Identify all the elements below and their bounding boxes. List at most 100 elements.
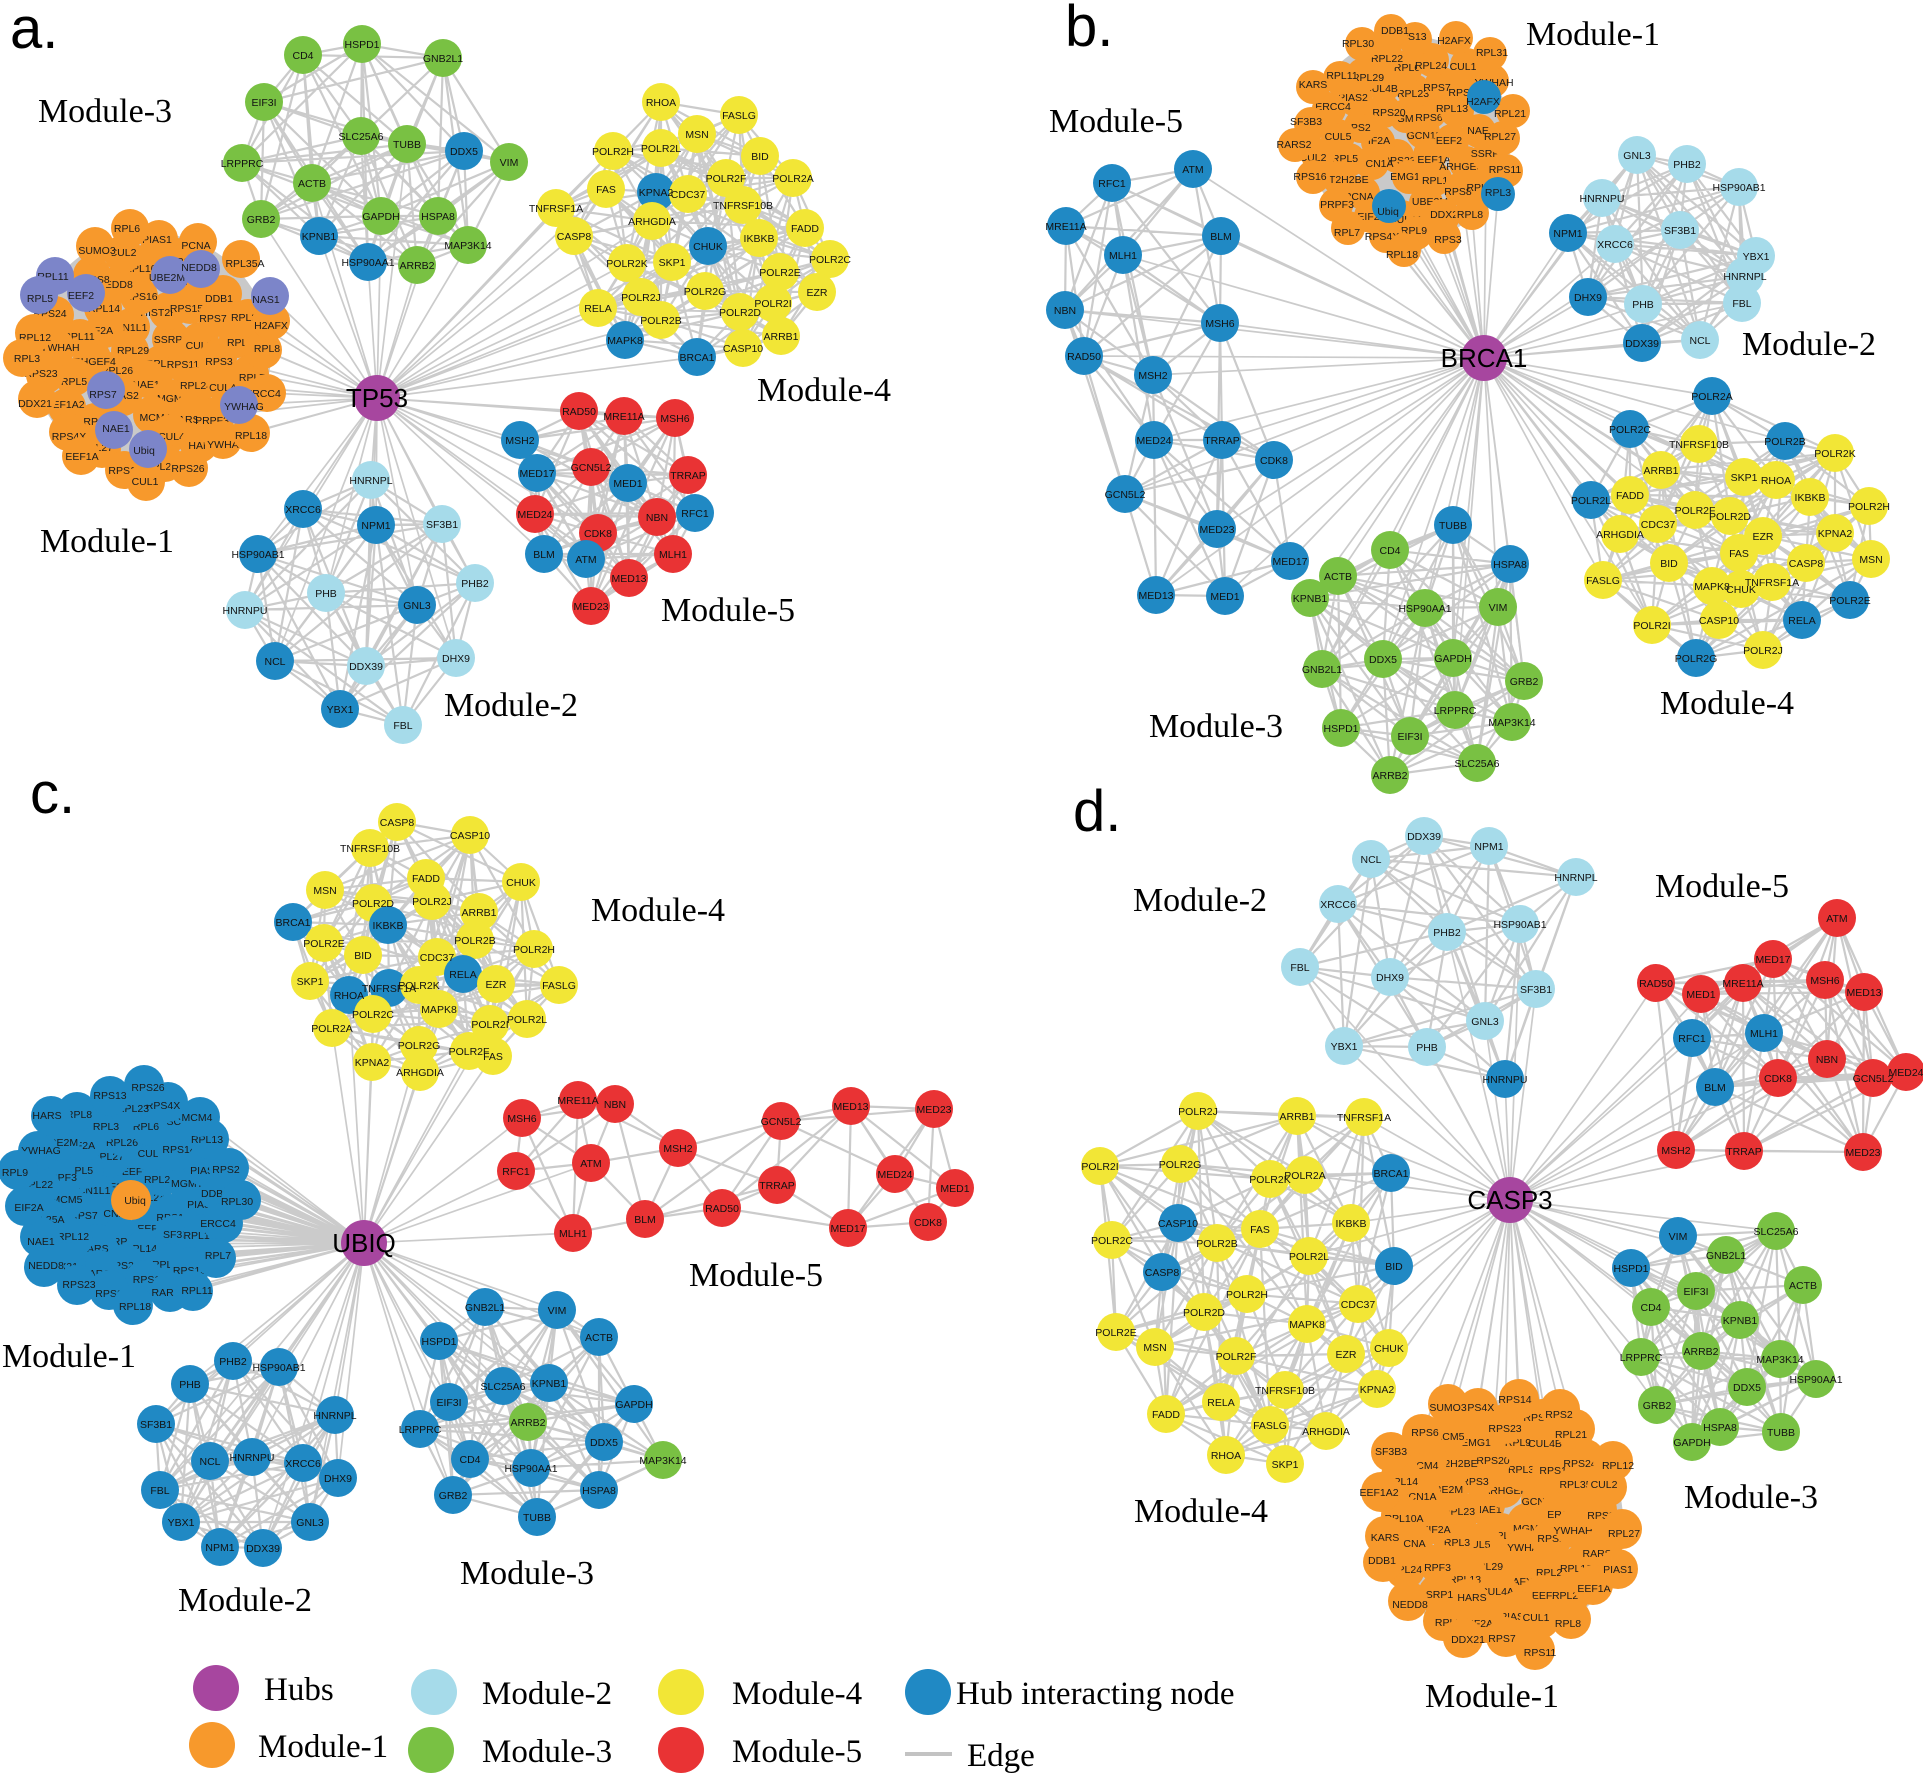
svg-text:VIM: VIM: [1489, 602, 1508, 614]
svg-text:NBN: NBN: [604, 1099, 626, 1111]
svg-text:CDC37: CDC37: [420, 952, 455, 964]
svg-text:CDK8: CDK8: [1764, 1073, 1792, 1085]
svg-text:RPL6: RPL6: [1394, 62, 1420, 74]
svg-text:NAE1: NAE1: [1474, 1504, 1502, 1516]
svg-text:ARRB1: ARRB1: [1643, 465, 1678, 477]
svg-text:YWHAG: YWHAG: [21, 1145, 61, 1157]
svg-text:CDC37: CDC37: [671, 189, 706, 201]
svg-text:RPL11: RPL11: [1326, 70, 1357, 82]
svg-text:Module-5: Module-5: [689, 1257, 823, 1294]
svg-text:GNB2L1: GNB2L1: [465, 1302, 505, 1314]
svg-text:SLC25A6: SLC25A6: [339, 131, 384, 143]
svg-text:POLR2J: POLR2J: [1178, 1106, 1218, 1118]
svg-text:SF3B1: SF3B1: [426, 519, 458, 531]
svg-text:SCN1A: SCN1A: [1358, 158, 1393, 170]
svg-text:NBN: NBN: [1054, 305, 1076, 317]
svg-text:ARRB1: ARRB1: [1279, 1111, 1314, 1123]
svg-text:CASP10: CASP10: [1699, 615, 1739, 627]
svg-text:ACTB: ACTB: [1789, 1280, 1817, 1292]
svg-text:POLR2K: POLR2K: [1249, 1174, 1290, 1186]
svg-text:UBE2M: UBE2M: [149, 272, 185, 284]
svg-text:DDX39: DDX39: [1625, 338, 1659, 350]
svg-text:FADD: FADD: [412, 873, 440, 885]
svg-text:MED23: MED23: [916, 1104, 951, 1116]
svg-text:BLM: BLM: [1210, 231, 1232, 243]
svg-text:RPL12: RPL12: [57, 1231, 89, 1243]
svg-text:NBN: NBN: [646, 512, 668, 524]
svg-text:POLR2G: POLR2G: [1675, 653, 1718, 665]
svg-text:FBL: FBL: [1732, 298, 1751, 310]
svg-text:CDK8: CDK8: [1260, 455, 1288, 467]
svg-text:TUBB: TUBB: [1439, 520, 1467, 532]
svg-text:POLR2D: POLR2D: [719, 307, 761, 319]
svg-text:CASP8: CASP8: [557, 231, 592, 243]
svg-text:RPL5: RPL5: [27, 293, 53, 305]
svg-text:DDB1: DDB1: [1368, 1555, 1396, 1567]
svg-text:NAE1: NAE1: [27, 1236, 55, 1248]
svg-text:HSPD1: HSPD1: [421, 1336, 456, 1348]
svg-text:RPL18: RPL18: [235, 430, 267, 442]
svg-text:RPL3: RPL3: [93, 1121, 119, 1133]
svg-text:PHB2: PHB2: [1673, 159, 1701, 171]
svg-text:BLM: BLM: [634, 1214, 656, 1226]
svg-text:HNRNPU: HNRNPU: [223, 605, 268, 617]
svg-text:MSH6: MSH6: [507, 1113, 536, 1125]
svg-text:GRB2: GRB2: [247, 214, 276, 226]
svg-text:LRPPRC: LRPPRC: [1434, 705, 1477, 717]
svg-text:MLH1: MLH1: [1750, 1028, 1778, 1040]
svg-text:CHUK: CHUK: [1726, 584, 1756, 596]
svg-text:POLR2I: POLR2I: [1081, 1161, 1118, 1173]
svg-text:POLR2H: POLR2H: [1226, 1289, 1268, 1301]
svg-text:CHUK: CHUK: [693, 241, 723, 253]
svg-text:DDX5: DDX5: [590, 1437, 618, 1449]
svg-text:PHB: PHB: [179, 1379, 201, 1391]
svg-text:MSH2: MSH2: [663, 1143, 692, 1155]
svg-text:MED23: MED23: [1199, 524, 1234, 536]
svg-text:MLH1: MLH1: [659, 549, 687, 561]
svg-text:NCL: NCL: [264, 656, 285, 668]
svg-text:MSH2: MSH2: [1661, 1145, 1690, 1157]
svg-text:MRE11A: MRE11A: [1045, 221, 1086, 233]
svg-text:RAD50: RAD50: [1067, 351, 1101, 363]
svg-text:ARRB2: ARRB2: [510, 1417, 545, 1429]
svg-text:HNRNPL: HNRNPL: [1554, 872, 1597, 884]
svg-text:MSN: MSN: [1859, 554, 1882, 566]
svg-text:MLH1: MLH1: [1109, 250, 1137, 262]
svg-text:POLR2C: POLR2C: [352, 1009, 394, 1021]
svg-text:ARHGDIA: ARHGDIA: [1596, 529, 1644, 541]
svg-text:RPL18: RPL18: [119, 1301, 151, 1313]
svg-text:POLR2K: POLR2K: [398, 980, 439, 992]
svg-text:BLM: BLM: [1704, 1082, 1726, 1094]
svg-text:MSN: MSN: [313, 885, 336, 897]
svg-text:FADD: FADD: [1152, 1409, 1180, 1421]
svg-text:Module-3: Module-3: [1684, 1479, 1818, 1516]
svg-text:GRB2: GRB2: [1643, 1400, 1672, 1412]
svg-text:CUL1: CUL1: [1523, 1612, 1550, 1624]
svg-text:HNRNPU: HNRNPU: [230, 1452, 275, 1464]
svg-text:MAPK8: MAPK8: [1289, 1319, 1325, 1331]
svg-text:SKP1: SKP1: [1731, 472, 1758, 484]
svg-text:GNB2L1: GNB2L1: [423, 53, 463, 65]
svg-text:TNFRSF10B: TNFRSF10B: [713, 200, 773, 212]
svg-text:ARRB2: ARRB2: [1683, 1346, 1718, 1358]
svg-text:MAPK8: MAPK8: [421, 1004, 457, 1016]
svg-text:IKBKB: IKBKB: [1336, 1218, 1367, 1230]
svg-text:RPS20: RPS20: [1372, 107, 1405, 119]
svg-text:POLR2C: POLR2C: [809, 254, 851, 266]
svg-text:CASP3: CASP3: [1467, 1185, 1552, 1215]
svg-text:MSN: MSN: [1143, 1342, 1166, 1354]
svg-text:DHX9: DHX9: [442, 653, 470, 665]
svg-text:GAPDH: GAPDH: [1434, 653, 1471, 665]
svg-text:DDX5: DDX5: [450, 146, 478, 158]
svg-text:HNRNPU: HNRNPU: [1580, 193, 1625, 205]
svg-text:RPS16: RPS16: [1293, 171, 1326, 183]
svg-text:POLR2E: POLR2E: [759, 267, 800, 279]
svg-text:KPNA2: KPNA2: [1360, 1384, 1395, 1396]
svg-text:MRE11A: MRE11A: [557, 1095, 598, 1107]
svg-text:ARRB2: ARRB2: [1372, 770, 1407, 782]
svg-text:RPL7: RPL7: [1334, 227, 1360, 239]
svg-text:KPNB1: KPNB1: [302, 231, 337, 243]
svg-text:NPM1: NPM1: [361, 520, 390, 532]
svg-text:Hubs: Hubs: [264, 1672, 334, 1708]
svg-text:MAP3K14: MAP3K14: [639, 1455, 686, 1467]
